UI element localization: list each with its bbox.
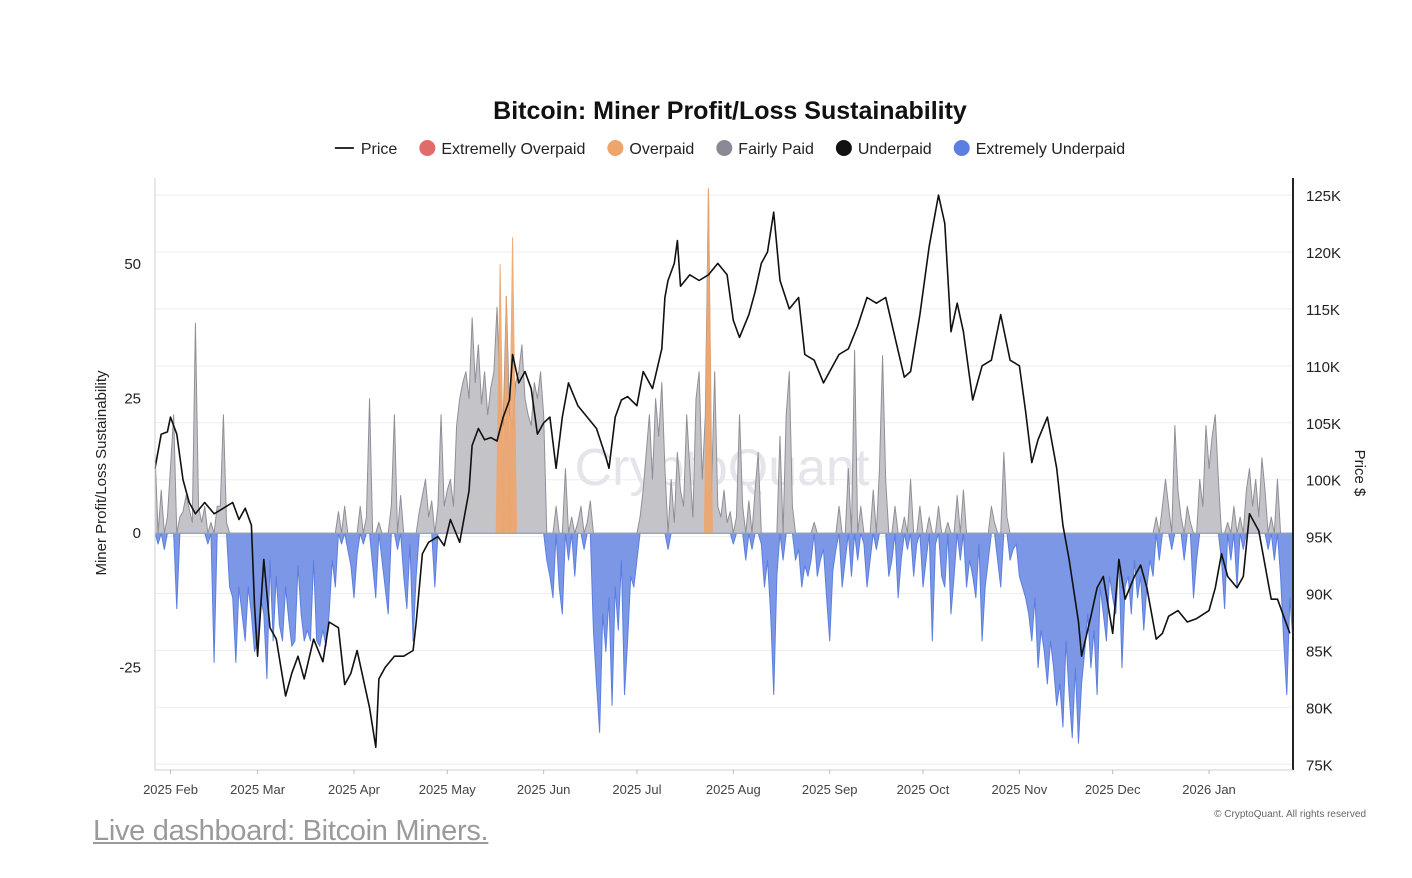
y2-axis-label: Price $ [1351, 450, 1368, 497]
x-tick-label: 2025 Mar [230, 782, 286, 797]
x-tick-label: 2026 Jan [1182, 782, 1236, 797]
y2-tick-label: 90K [1306, 587, 1333, 604]
legend-item: Underpaid [835, 140, 932, 158]
legend-item: Overpaid [607, 140, 694, 158]
legend-item: Price [334, 141, 398, 158]
y2-tick-label: 100K [1306, 473, 1341, 490]
legend-label: Price [361, 141, 398, 158]
legend-label: Overpaid [629, 141, 694, 158]
legend-dot-marker [953, 140, 970, 156]
y2-tick-label: 105K [1306, 416, 1341, 433]
legend-item: Extremely Underpaid [953, 140, 1125, 158]
x-tick-label: 2025 Jul [612, 782, 661, 797]
legend: Price Extremelly Overpaid Overpaid Fairly P… [334, 140, 1125, 158]
x-tick-label: 2025 Oct [897, 782, 950, 797]
x-tick-label: 2025 Sep [802, 782, 858, 797]
legend-item: Extremelly Overpaid [419, 140, 585, 158]
legend-dot-marker [716, 140, 733, 156]
y-tick-label: -25 [119, 660, 141, 677]
x-tick-label: 2025 Apr [328, 782, 381, 797]
x-tick-label: 2025 Feb [143, 782, 198, 797]
x-tick-label: 2025 Jun [517, 782, 571, 797]
y2-tick-label: 110K [1306, 359, 1340, 376]
legend-dot-marker [835, 140, 852, 156]
price-line [154, 194, 1291, 748]
legend-label: Fairly Paid [738, 141, 814, 158]
left-axis-ticks: 50 25 0 -25 [119, 256, 141, 677]
y-axis-label: Miner Profit/Loss Sustainability [93, 370, 110, 576]
y-tick-label: 25 [124, 391, 141, 408]
x-tick-label: 2025 Aug [706, 782, 761, 797]
x-tick-label: 2025 Dec [1085, 782, 1141, 797]
legend-label: Extremelly Overpaid [441, 141, 585, 158]
watermark: CryptoQuant [575, 439, 870, 497]
right-axis-ticks: 125K 120K 115K 110K 105K 100K 95K 90K 85K 80K 75K [1306, 188, 1341, 774]
extremely-underpaid-area [154, 532, 1294, 744]
price-line-group [154, 194, 1291, 748]
legend-label: Underpaid [858, 141, 932, 158]
x-tick-label: 2025 Nov [992, 782, 1048, 797]
y2-tick-label: 80K [1306, 700, 1333, 717]
y2-tick-label: 115K [1306, 302, 1340, 319]
y2-tick-label: 75K [1306, 757, 1333, 774]
legend-dot-marker [607, 140, 624, 156]
y2-tick-label: 120K [1306, 245, 1341, 262]
y-tick-label: 0 [133, 525, 141, 542]
y2-tick-label: 125K [1306, 188, 1341, 205]
y2-tick-label: 95K [1306, 530, 1333, 547]
legend-item: Fairly Paid [716, 140, 814, 158]
y2-tick-label: 85K [1306, 643, 1333, 660]
copyright-text: © CryptoQuant. All rights reserved [1214, 809, 1366, 820]
gridlines [155, 194, 1293, 765]
chart-title: Bitcoin: Miner Profit/Loss Sustainabilit… [493, 97, 967, 125]
y-tick-label: 50 [124, 256, 141, 273]
x-axis-ticks: 2025 Feb 2025 Mar 2025 Apr 2025 May 2025 Jun… [143, 770, 1236, 797]
legend-label: Extremely Underpaid [976, 141, 1125, 158]
x-tick-label: 2025 May [419, 782, 477, 797]
axes [154, 178, 1294, 771]
legend-dot-marker [419, 140, 436, 156]
dashboard-link[interactable]: Live dashboard: Bitcoin Miners. [93, 815, 489, 847]
